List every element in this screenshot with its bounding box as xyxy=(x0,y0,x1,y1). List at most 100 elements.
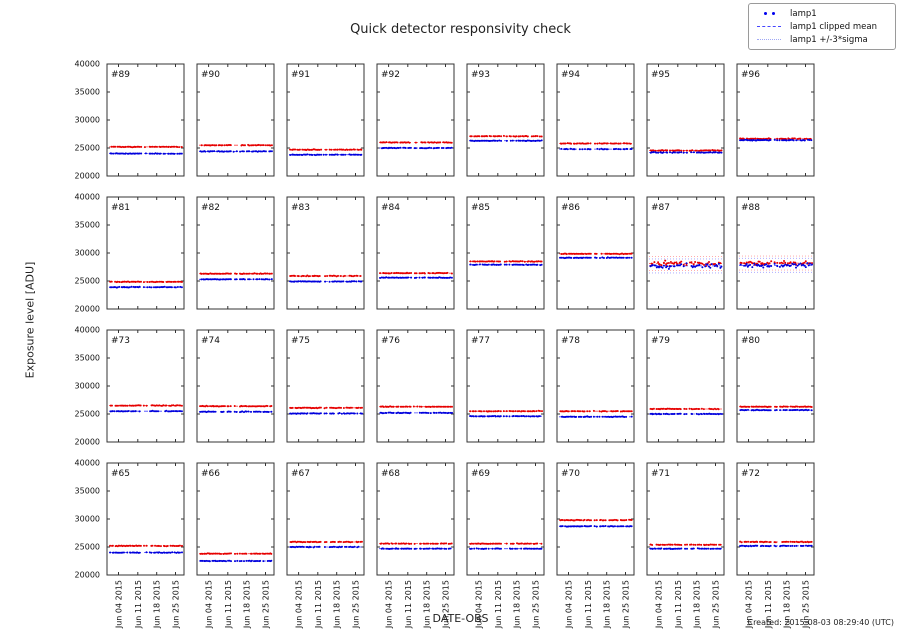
blue-series-points xyxy=(559,256,633,260)
legend-label-clipped-mean: lamp1 clipped mean xyxy=(790,21,877,32)
red-series-points xyxy=(379,141,453,144)
panel-border xyxy=(736,329,815,443)
axis-ticks xyxy=(287,462,364,576)
x-tick-label: Jun 18 2015 xyxy=(423,580,432,629)
blue-series-points xyxy=(469,414,541,418)
panel-label: #66 xyxy=(201,469,220,479)
panel-border xyxy=(376,63,455,177)
blue-series-points xyxy=(109,285,183,289)
subplot-89: #89 20000 25000 30000 35000 40000 xyxy=(75,60,185,181)
x-tick-label: Jun 25 2015 xyxy=(622,580,631,629)
x-tick-label: Jun 04 2015 xyxy=(565,580,574,629)
panel-label: #70 xyxy=(561,469,580,479)
x-tick-label: Jun 18 2015 xyxy=(243,580,252,629)
subplot-82: #82 xyxy=(196,196,275,310)
axis-ticks xyxy=(197,462,274,576)
blue-series-points xyxy=(739,544,813,548)
red-series-points xyxy=(109,280,183,284)
panel-border xyxy=(466,462,545,576)
blue-series-points xyxy=(289,412,363,415)
subplot-87: #87 xyxy=(646,196,725,310)
panel-border xyxy=(466,63,545,177)
red-series-points xyxy=(289,540,363,544)
legend-label-sigma: lamp1 +/-3*sigma xyxy=(790,34,868,45)
red-series-points xyxy=(469,134,543,138)
axis-ticks xyxy=(737,462,814,576)
x-tick-label: Jun 04 2015 xyxy=(115,580,124,629)
x-tick-label: Jun 18 2015 xyxy=(603,580,612,629)
blue-series-points xyxy=(200,278,273,281)
panel-border xyxy=(556,329,635,443)
x-tick-label: Jun 11 2015 xyxy=(404,580,413,629)
x-tick-label: Jun 25 2015 xyxy=(352,580,361,629)
blue-series-points xyxy=(560,147,633,151)
panel-border xyxy=(646,462,725,576)
panel-label: #94 xyxy=(561,70,580,80)
x-tick-label: Jun 18 2015 xyxy=(333,580,342,629)
axis-ticks xyxy=(197,329,274,443)
panel-label: #75 xyxy=(291,336,310,346)
panel-border xyxy=(556,462,635,576)
creation-timestamp: Created: 2015-08-03 08:29:40 (UTC) xyxy=(747,618,894,627)
panel-label: #92 xyxy=(381,70,400,80)
y-tick-label: 40000 xyxy=(75,193,100,202)
axis-ticks xyxy=(467,329,544,443)
subplot-83: #83 xyxy=(286,196,365,310)
x-tick-label: Jun 11 2015 xyxy=(134,580,143,629)
red-series-points xyxy=(559,409,633,413)
panel-border xyxy=(646,196,725,310)
y-tick-label: 25000 xyxy=(75,543,100,552)
axis-ticks xyxy=(467,63,544,177)
legend-box: lamp1 lamp1 clipped mean lamp1 +/-3*sigm… xyxy=(748,3,896,50)
panel-label: #72 xyxy=(741,469,760,479)
x-tick-label: Jun 04 2015 xyxy=(475,580,484,629)
x-tick-label: Jun 11 2015 xyxy=(764,580,773,629)
y-tick-label: 20000 xyxy=(75,305,100,314)
subplot-90: #90 xyxy=(196,63,275,177)
subplot-79: #79 xyxy=(646,329,725,443)
panel-border xyxy=(556,63,635,177)
red-series-points xyxy=(109,404,183,407)
panel-label: #83 xyxy=(291,203,310,213)
blue-series-points xyxy=(379,276,453,279)
panel-border xyxy=(646,329,725,443)
axis-ticks xyxy=(557,329,634,443)
x-tick-label: Jun 25 2015 xyxy=(532,580,541,629)
y-axis-label: Exposure level [ADU] xyxy=(23,261,37,379)
subplot-75: #75 xyxy=(286,329,365,443)
axis-ticks xyxy=(377,196,454,310)
y-tick-label: 30000 xyxy=(75,116,100,125)
panel-label: #89 xyxy=(111,70,130,80)
blue-series-points xyxy=(380,547,452,550)
x-tick-label: Jun 25 2015 xyxy=(442,580,451,629)
red-series-points xyxy=(739,540,813,544)
y-tick-label: 40000 xyxy=(75,459,100,468)
panel-border xyxy=(196,329,275,443)
axis-ticks xyxy=(737,329,814,443)
red-series-points xyxy=(559,518,633,522)
panel-label: #95 xyxy=(651,70,670,80)
panel-border xyxy=(736,462,815,576)
panel-border xyxy=(106,329,185,443)
panel-border xyxy=(646,63,725,177)
subplot-69: #69 Jun 04 2015 Jun 11 2015 Jun 18 2015 Jun … xyxy=(466,462,545,629)
panel-border xyxy=(376,329,455,443)
red-series-points xyxy=(739,405,813,409)
blue-series-points xyxy=(469,139,543,143)
axis-ticks xyxy=(647,462,724,576)
panel-border xyxy=(196,462,275,576)
panel-label: #79 xyxy=(651,336,670,346)
red-series-points xyxy=(199,404,273,408)
blue-series-points xyxy=(649,412,723,416)
subplot-66: #66 Jun 04 2015 Jun 11 2015 Jun 18 2015 Jun … xyxy=(196,462,275,629)
red-series-points xyxy=(199,272,273,275)
red-series-points xyxy=(469,542,543,545)
x-tick-label: Jun 11 2015 xyxy=(314,580,323,629)
subplot-68: #68 Jun 04 2015 Jun 11 2015 Jun 18 2015 Jun … xyxy=(376,462,455,629)
x-tick-label: Jun 25 2015 xyxy=(262,580,271,629)
red-series-points xyxy=(649,407,720,411)
panel-label: #68 xyxy=(381,469,400,479)
x-tick-label: Jun 11 2015 xyxy=(494,580,503,629)
panel-label: #82 xyxy=(201,203,220,213)
axis-ticks xyxy=(467,196,544,310)
